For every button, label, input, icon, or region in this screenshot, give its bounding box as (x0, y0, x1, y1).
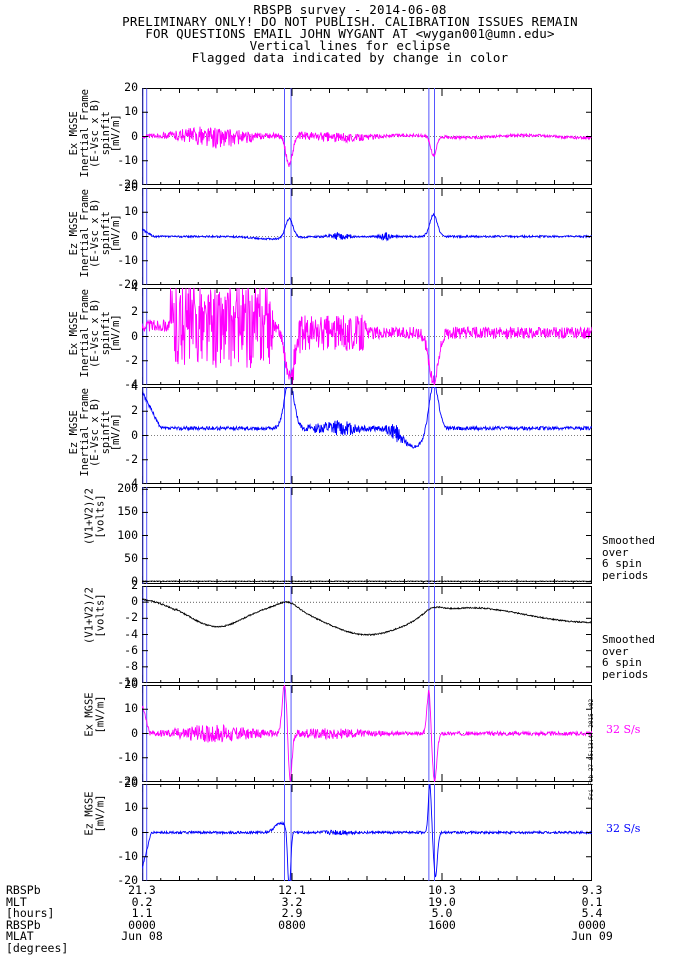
series-line (142, 288, 592, 385)
y-tick-label: 0 (131, 328, 138, 343)
y-tick-label: -20 (117, 873, 138, 887)
y-axis-label: Ex MGSE [mV/m] (83, 691, 107, 737)
panel-annotation: 32 S/s (606, 723, 641, 736)
y-tick-label: 10 (124, 204, 138, 219)
plot-area (142, 784, 592, 881)
plot-area (142, 88, 592, 185)
series-line (142, 784, 592, 881)
y-tick-label: 2 (131, 578, 138, 592)
y-tick-label: -8 (124, 658, 138, 673)
y-tick-label: -4 (124, 626, 138, 641)
y-tick-label: -10 (117, 675, 138, 689)
y-tick-label: -20 (117, 774, 138, 788)
header-eclipse-note: Vertical lines for eclipse (249, 38, 451, 53)
series-line (142, 598, 592, 636)
y-tick-label: 50 (124, 550, 138, 565)
y-tick-label: -2 (124, 451, 138, 466)
series-line (142, 387, 592, 449)
y-tick-label: 0 (131, 128, 138, 143)
y-tick-label: 0 (131, 594, 138, 609)
series-line (142, 126, 592, 167)
y-tick-label: 0 (131, 824, 138, 839)
y-tick-label: 0 (131, 725, 138, 740)
footer-column: 12.1 3.2 2.9 0800 (278, 883, 306, 932)
footer-labels: RBSPb MLT [hours] RBSPb MLAT [degrees] (6, 883, 69, 955)
y-tick-label: 100 (117, 527, 138, 542)
y-tick-label: -10 (117, 749, 138, 764)
footer-column: 10.3 19.0 5.0 1600 (428, 883, 456, 932)
plot-area (142, 387, 592, 484)
y-tick-label: -20 (117, 277, 138, 291)
y-tick-label: 4 (131, 379, 138, 393)
y-tick-label: 20 (124, 677, 138, 691)
plot-area (142, 685, 592, 782)
series-line (142, 685, 592, 782)
y-tick-label: -6 (124, 642, 138, 657)
y-tick-label: 20 (124, 180, 138, 194)
y-tick-label: 10 (124, 800, 138, 815)
footer-column: 9.3 0.1 5.4 0000 Jun 09 (571, 883, 613, 943)
y-axis-label: Ez MGSE [mV/m] (83, 790, 107, 836)
plot-area (142, 487, 592, 584)
y-tick-label: 0 (131, 228, 138, 243)
y-tick-label: -10 (117, 252, 138, 267)
y-tick-label: 4 (131, 280, 138, 294)
panel-annotation: Smoothed over 6 spin periods (602, 534, 655, 582)
plot-area (142, 586, 592, 683)
footer-column: 21.3 0.2 1.1 0000 Jun 08 (121, 883, 163, 943)
y-tick-label: 150 (117, 504, 138, 519)
panel-annotation: 32 S/s (606, 822, 641, 835)
y-tick-label: -2 (124, 352, 138, 367)
y-tick-label: 0 (131, 427, 138, 442)
y-tick-label: 0 (131, 573, 138, 588)
y-tick-label: -4 (124, 377, 138, 391)
y-tick-label: 10 (124, 701, 138, 716)
y-tick-label: -2 (124, 610, 138, 625)
y-axis-label: (V1+V2)/2 [volts] (83, 487, 107, 545)
y-tick-label: -20 (117, 177, 138, 191)
y-tick-label: 10 (124, 104, 138, 119)
header-warning: PRELIMINARY ONLY! DO NOT PUBLISH. CALIBR… (122, 14, 578, 29)
y-axis-label: (V1+V2)/2 [volts] (83, 586, 107, 644)
plot-area (142, 288, 592, 385)
series-line (142, 212, 592, 242)
panel-annotation: Smoothed over 6 spin periods (602, 633, 655, 681)
header-flag-note: Flagged data indicated by change in colo… (191, 50, 509, 65)
y-tick-label: -10 (117, 152, 138, 167)
y-tick-label: 20 (124, 776, 138, 790)
y-tick-label: 2 (131, 304, 138, 319)
y-tick-label: 2 (131, 403, 138, 418)
y-tick-label: -10 (117, 848, 138, 863)
y-tick-label: 200 (117, 481, 138, 496)
y-tick-label: 20 (124, 80, 138, 94)
chart-title: RBSPB survey - 2014-06-08 (253, 2, 447, 17)
header-contact: FOR QUESTIONS EMAIL JOHN WYGANT AT <wyga… (145, 26, 555, 41)
y-tick-label: -4 (124, 476, 138, 490)
plot-area (142, 188, 592, 285)
